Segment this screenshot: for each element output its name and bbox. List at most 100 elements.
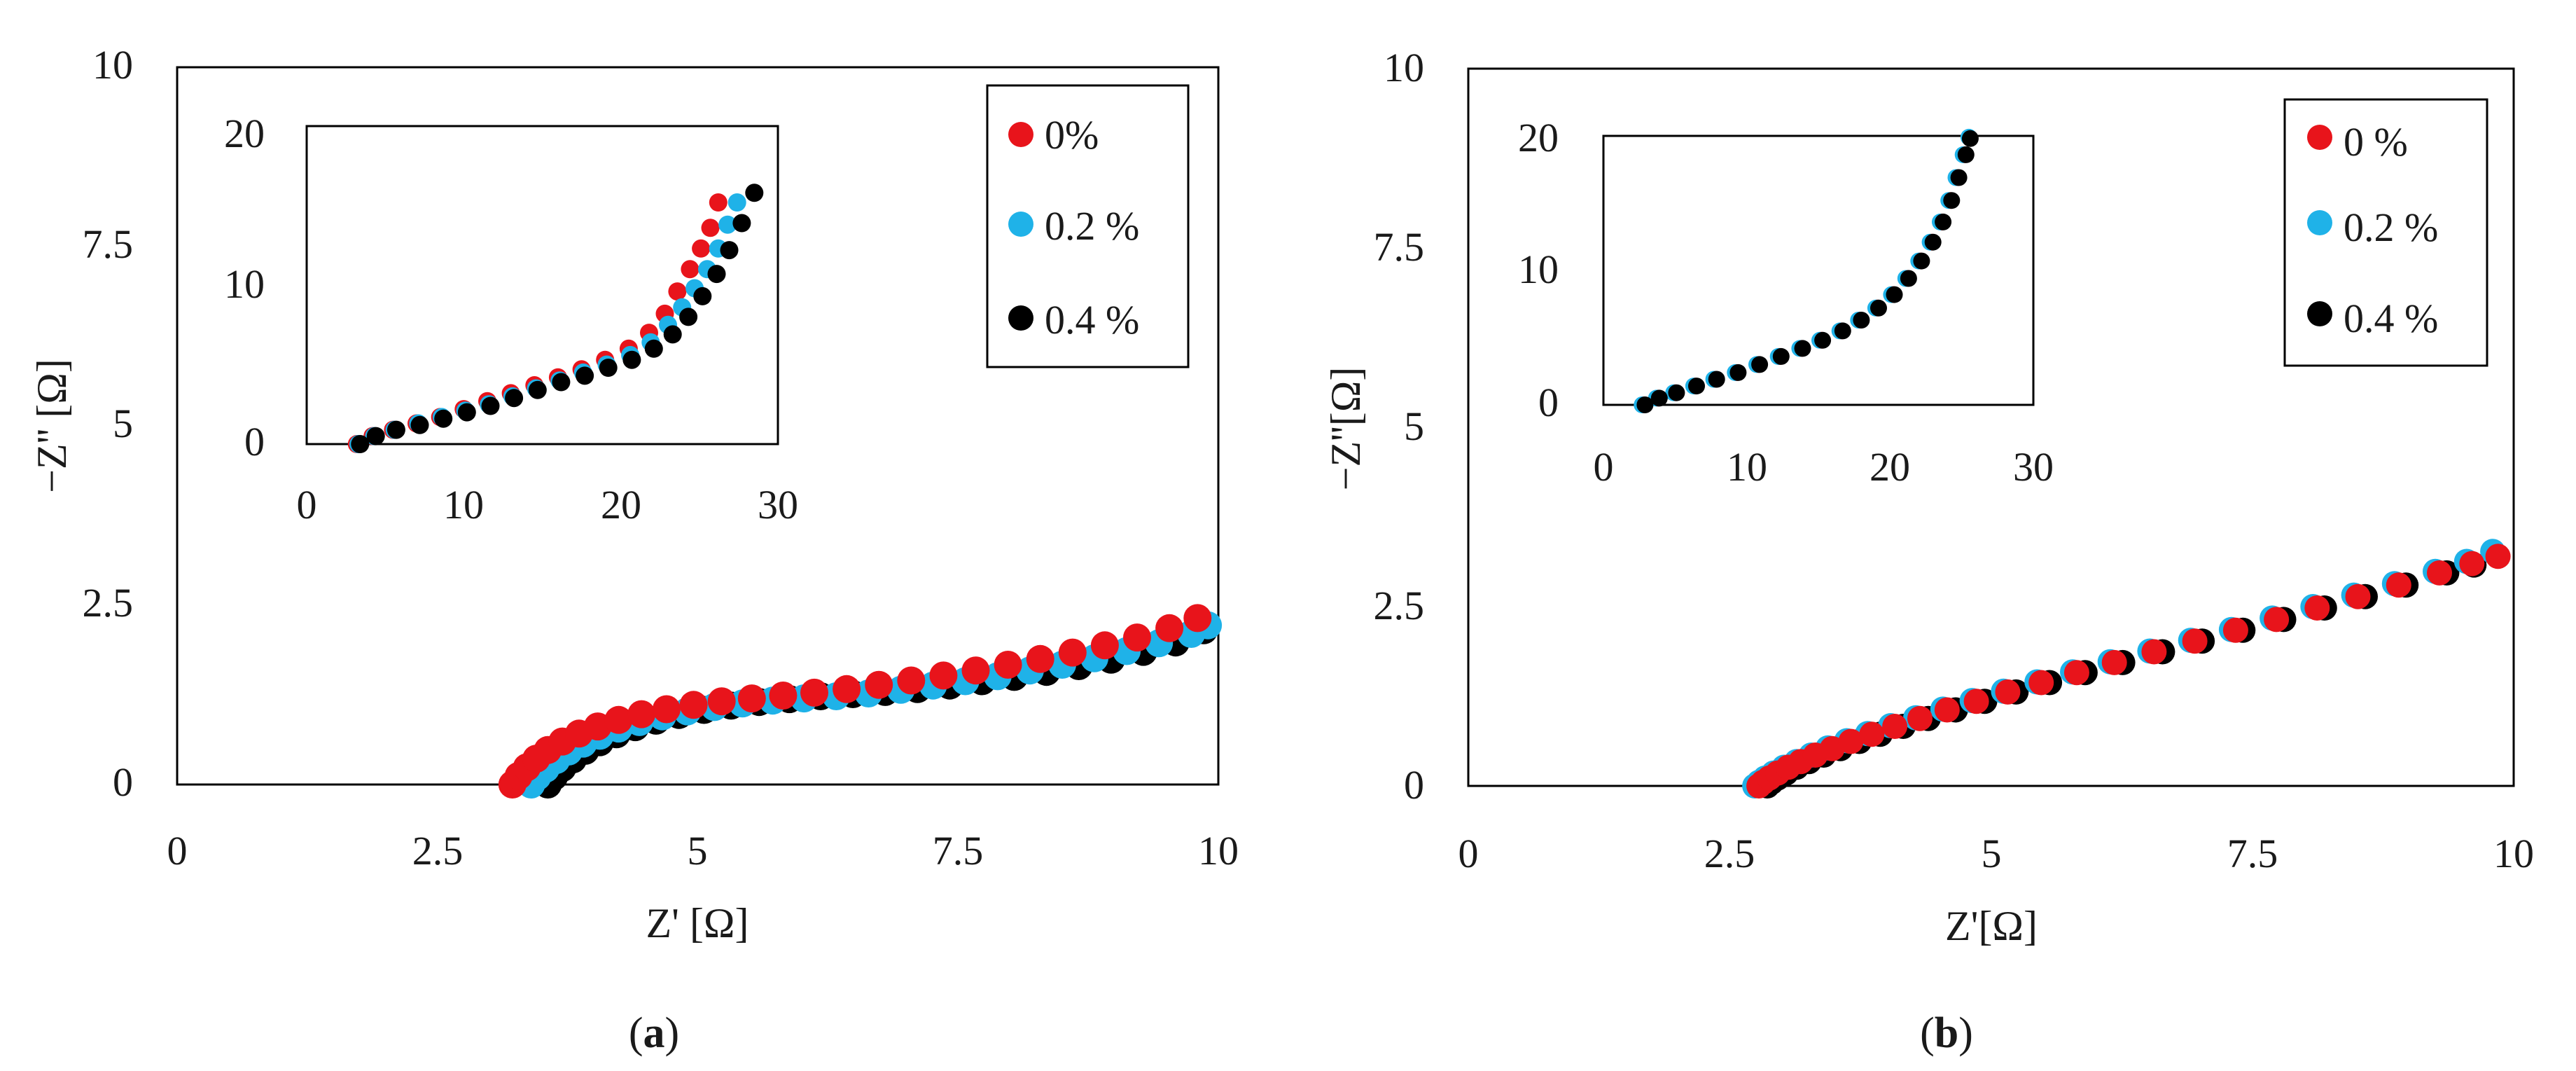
panel-b-inset-ytick-1: 10 bbox=[1518, 247, 1559, 292]
panel-a-inset-point bbox=[701, 219, 720, 237]
panel-a-y-ticks: 0 2.5 5 7.5 10 bbox=[83, 42, 134, 805]
panel-a-inset-point bbox=[528, 380, 547, 399]
panel-b-series-2 bbox=[1755, 552, 2487, 799]
panel-b-y-axis-label: −Z''[Ω] bbox=[1323, 367, 1369, 491]
panel-b-inset-point bbox=[1834, 322, 1851, 340]
panel-b-xtick-3: 7.5 bbox=[2227, 831, 2278, 876]
panel-b-legend-label-0: 0 % bbox=[2344, 119, 2408, 165]
panel-a-point bbox=[1026, 644, 1054, 673]
panel-b-inset-ytick-0: 0 bbox=[1538, 380, 1559, 425]
panel-a-inset-point bbox=[366, 427, 385, 445]
panel-a-inset-point bbox=[576, 366, 594, 385]
panel-b-point bbox=[1882, 714, 1908, 739]
panel-a-frame bbox=[176, 66, 1220, 786]
panel-a-inset-ytick-0: 0 bbox=[244, 419, 265, 464]
panel-b-inset-point bbox=[1814, 331, 1832, 349]
panel-a-point bbox=[800, 678, 828, 707]
panel-a-legend-label-0: 0% bbox=[1045, 112, 1099, 158]
panel-a-xtick-2: 5 bbox=[688, 828, 708, 873]
panel-b-inset-point bbox=[1708, 371, 1725, 388]
panel-a-point bbox=[994, 651, 1022, 679]
panel-a-inset-point bbox=[410, 415, 429, 434]
panel-a-point bbox=[865, 670, 893, 699]
panel-b-inset-frame bbox=[1602, 134, 2035, 406]
panel-a-inset-point bbox=[505, 389, 524, 408]
panel-b: 0 2.5 5 7.5 10 0 2.5 5 7.5 10 Z'[Ω] −Z''… bbox=[1323, 45, 2534, 1057]
panel-b-legend-label-2: 0.4 % bbox=[2344, 296, 2438, 341]
panel-b-caption: (b) bbox=[1920, 1009, 1973, 1057]
panel-a-point bbox=[833, 675, 861, 703]
panel-a-xtick-0: 0 bbox=[167, 828, 188, 873]
panel-a-caption: (a) bbox=[629, 1009, 679, 1057]
panel-b-inset-point bbox=[1943, 192, 1961, 209]
panel-a-inset-point bbox=[709, 193, 727, 212]
panel-a-inset-ytick-1: 10 bbox=[224, 261, 265, 307]
panel-a-xtick-4: 10 bbox=[1198, 828, 1239, 873]
panel-a-inset-point bbox=[481, 396, 500, 415]
panel-a-inset-point bbox=[692, 239, 711, 258]
panel-a-point bbox=[1155, 614, 1184, 642]
panel-a-point bbox=[679, 691, 708, 719]
panel-b-ytick-3: 7.5 bbox=[1374, 224, 1425, 270]
panel-b-point bbox=[2427, 560, 2452, 586]
panel-a-legend-marker-0 bbox=[1008, 122, 1033, 147]
panel-a-legend-marker-2 bbox=[1008, 305, 1033, 331]
panel-a-point bbox=[604, 705, 633, 734]
panel-b-point bbox=[2182, 628, 2208, 654]
panel-a-legend-label-1: 0.2 % bbox=[1045, 203, 1139, 249]
panel-a-inset-point bbox=[745, 184, 764, 202]
panel-a-ytick-4: 10 bbox=[92, 42, 133, 88]
panel-b-point bbox=[2063, 660, 2089, 686]
panel-a-legend-label-2: 0.4 % bbox=[1045, 297, 1139, 343]
panel-b-point bbox=[2485, 544, 2511, 569]
panel-b-inset-xtick-2: 20 bbox=[1870, 444, 1910, 490]
panel-b-inset-point bbox=[1729, 364, 1747, 381]
panel-a-point bbox=[737, 684, 766, 713]
panel-a-inset-point bbox=[434, 409, 453, 428]
panel-a-point bbox=[961, 656, 990, 685]
panel-a-inset-xtick-3: 30 bbox=[758, 482, 798, 527]
panel-b-point bbox=[2141, 639, 2167, 665]
panel-a-ytick-1: 2.5 bbox=[83, 580, 134, 626]
panel-b-point bbox=[1838, 728, 1864, 754]
panel-b-inset-point bbox=[1668, 384, 1685, 401]
panel-b-ytick-1: 2.5 bbox=[1374, 583, 1425, 628]
panel-b-inset-point bbox=[1950, 169, 1968, 186]
panel-b-xtick-0: 0 bbox=[1458, 831, 1479, 876]
panel-b-inset-series-2 bbox=[1636, 130, 1979, 413]
panel-b-ytick-2: 5 bbox=[1404, 403, 1424, 449]
panel-a-ytick-2: 5 bbox=[113, 401, 133, 446]
panel-b-x-axis-label: Z'[Ω] bbox=[1945, 903, 2038, 949]
panel-b-inset-point bbox=[1886, 286, 1903, 303]
panel-b-inset-point bbox=[1636, 396, 1654, 413]
panel-b-point bbox=[1859, 721, 1885, 747]
panel-b-xtick-2: 5 bbox=[1982, 831, 2002, 876]
panel-a-point bbox=[1183, 604, 1212, 633]
panel-a-point bbox=[1058, 638, 1087, 667]
panel-a: 0 2.5 5 7.5 10 0 2.5 5 7.5 10 Z' [Ω] −Z'… bbox=[29, 42, 1239, 1057]
panel-b-legend-marker-2 bbox=[2307, 301, 2332, 326]
panel-a-inset-point bbox=[720, 241, 739, 260]
panel-a-inset-xtick-1: 10 bbox=[443, 482, 484, 527]
panel-b-inset-point bbox=[1688, 378, 1705, 395]
panel-a-inset-point bbox=[707, 265, 726, 284]
panel-b-point bbox=[2264, 607, 2290, 633]
panel-b-point bbox=[2222, 617, 2248, 643]
panel-a-point bbox=[1090, 631, 1119, 660]
panel-b-point bbox=[1995, 679, 2021, 705]
panel-a-ytick-3: 7.5 bbox=[83, 221, 134, 267]
panel-a-inset-point bbox=[622, 350, 641, 369]
panel-a-inset-point bbox=[552, 373, 571, 392]
panel-b-point bbox=[1963, 689, 1989, 714]
panel-b-inset-points bbox=[1634, 128, 1979, 413]
panel-a-inset-point bbox=[457, 403, 476, 422]
panel-a-legend-marker-1 bbox=[1008, 212, 1033, 237]
panel-b-point bbox=[1934, 697, 1960, 723]
panel-a-inset-point bbox=[693, 286, 712, 305]
panel-a-point bbox=[1123, 623, 1151, 652]
panel-a-inset-xtick-2: 20 bbox=[601, 482, 641, 527]
panel-b-caption-letter: b bbox=[1935, 1009, 1958, 1057]
panel-b-ytick-4: 10 bbox=[1384, 45, 1424, 90]
panel-a-inset-point bbox=[644, 339, 663, 358]
